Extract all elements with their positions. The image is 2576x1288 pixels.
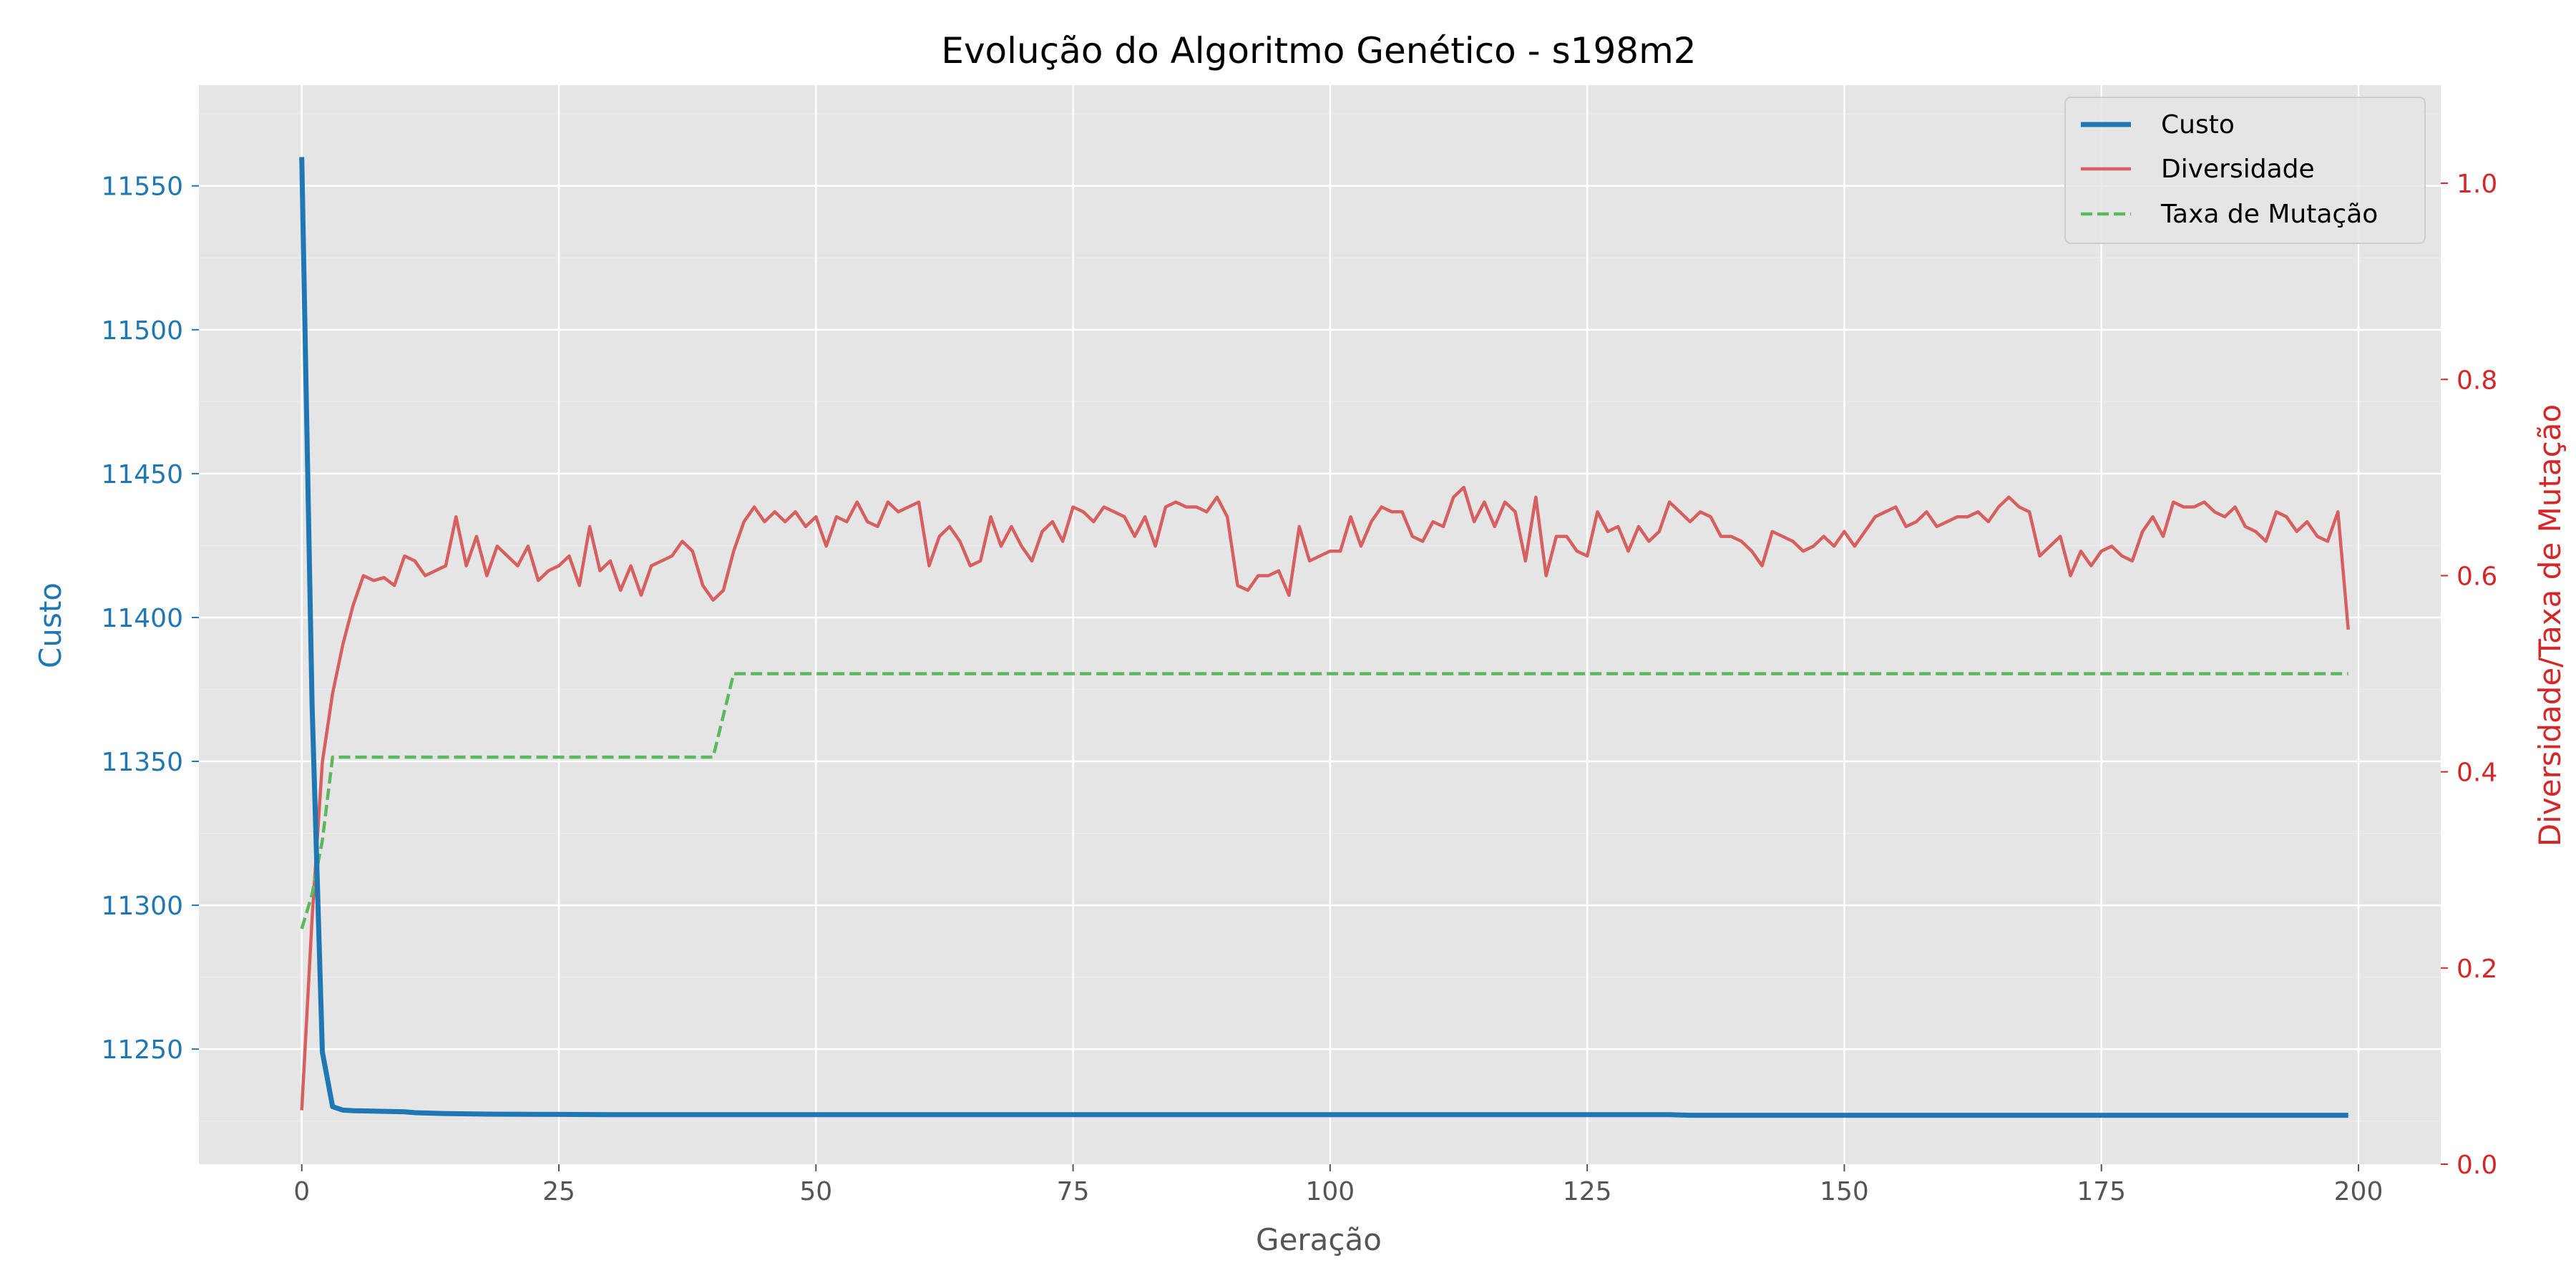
x-tick-label: 25 [542, 1177, 575, 1206]
ticks-layer: 0 25 50 75 100 125 150 175 200 11250 11300 11350 114… [101, 170, 2497, 1206]
x-tick-label: 200 [2334, 1177, 2384, 1206]
x-tick-label: 125 [1563, 1177, 1612, 1206]
x-tick-label: 75 [1057, 1177, 1090, 1206]
left-y-tick-label: 11350 [101, 748, 183, 777]
legend: Custo Diversidade Taxa de Mutação [2064, 97, 2426, 244]
left-y-tick-label: 11500 [101, 316, 183, 346]
x-tick-label: 175 [2077, 1177, 2126, 1206]
left-y-tick-label: 11250 [101, 1035, 183, 1065]
legend-label-custo: Custo [2161, 110, 2235, 140]
left-y-tick-label: 11400 [101, 604, 183, 633]
plot-area [199, 85, 2441, 1164]
legend-box [2064, 97, 2426, 244]
legend-label-taxa-mutacao: Taxa de Mutação [2160, 200, 2378, 229]
chart-title: Evolução do Algoritmo Genético - s198m2 [941, 30, 1696, 72]
series-layer [299, 157, 2350, 1118]
x-tick-label: 150 [1820, 1177, 1869, 1206]
right-y-tick-label: 0.0 [2457, 1151, 2497, 1180]
right-y-tick-label: 0.4 [2457, 758, 2497, 788]
series-line-taxa-mutacao [300, 672, 2348, 930]
series-line-custo [299, 157, 2348, 1118]
right-y-tick-label: 0.6 [2457, 562, 2497, 591]
series-line-diversidade [300, 485, 2350, 1111]
x-axis-label: Geração [1256, 1222, 1382, 1257]
left-y-tick-label: 11300 [101, 892, 183, 921]
left-y-tick-label: 11550 [101, 172, 183, 202]
x-tick-label: 100 [1306, 1177, 1355, 1206]
x-tick-label: 50 [799, 1177, 832, 1206]
x-tick-label: 0 [293, 1177, 310, 1206]
right-y-axis-label: Diversidade/Taxa de Mutação [2532, 404, 2567, 847]
right-y-tick-label: 0.2 [2457, 955, 2497, 984]
left-y-tick-label: 11450 [101, 460, 183, 489]
right-y-tick-label: 0.8 [2457, 366, 2497, 395]
left-y-axis-label: Custo [33, 582, 68, 668]
right-y-tick-label: 1.0 [2457, 170, 2497, 199]
legend-label-diversidade: Diversidade [2161, 155, 2315, 184]
